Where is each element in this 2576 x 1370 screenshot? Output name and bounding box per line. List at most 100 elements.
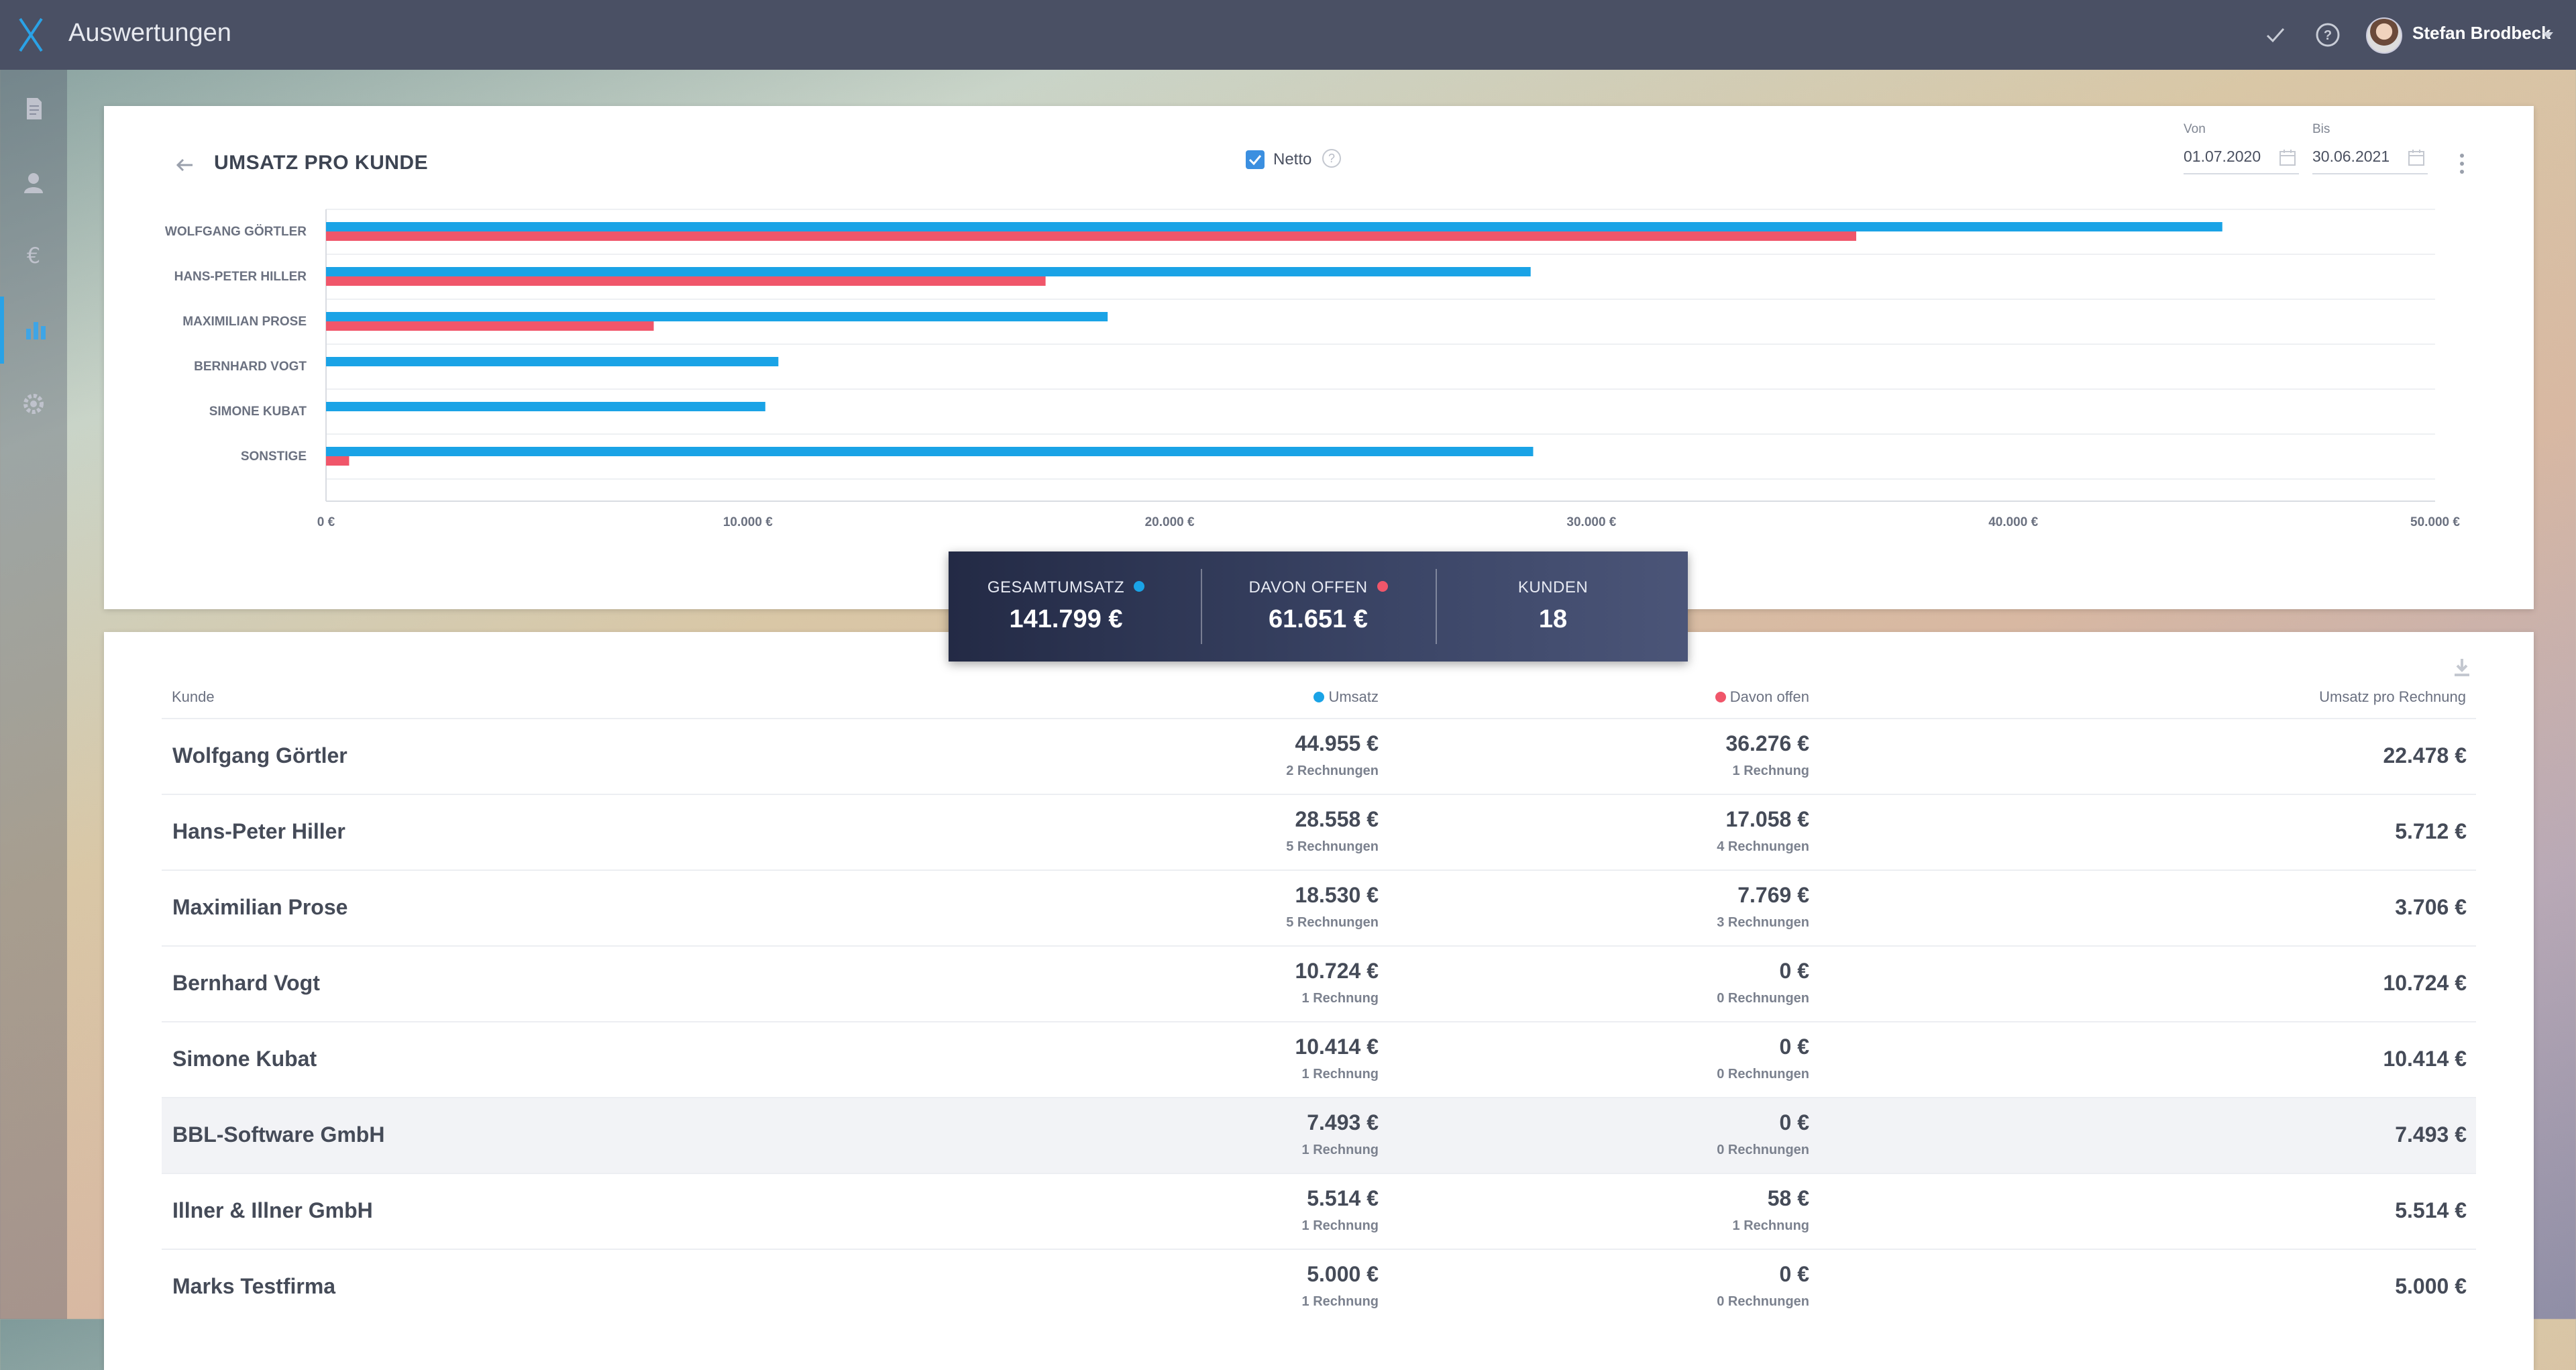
customer-name[interactable]: BBL-Software GmbH [172, 1122, 385, 1147]
divider [1201, 569, 1202, 644]
netto-checkbox[interactable] [1246, 150, 1265, 169]
offen-invoice-count: 0 Rechnungen [1717, 991, 1809, 1006]
divider [1436, 569, 1437, 644]
umsatz-invoice-count: 1 Rechnung [1301, 1143, 1379, 1157]
offen-invoice-count: 0 Rechnungen [1717, 1067, 1809, 1082]
category-label: HANS-PETER HILLER [174, 270, 307, 284]
customer-name[interactable]: Wolfgang Görtler [172, 743, 347, 768]
check-icon[interactable] [2261, 20, 2290, 50]
summary-value: 61.651 € [1269, 605, 1368, 633]
customer-name[interactable]: Marks Testfirma [172, 1274, 336, 1298]
chart-title: UMSATZ PRO KUNDE [214, 152, 429, 174]
x-tick-label: 30.000 € [1566, 515, 1616, 529]
table-row[interactable]: Maximilian Prose 18.530 € 5 Rechnungen 7.76… [162, 870, 2476, 946]
to-date-input[interactable]: 30.06.2021 [2312, 148, 2390, 165]
category-label: BERNHARD VOGT [194, 360, 307, 374]
bar-umsatz [326, 447, 1534, 456]
customer-name[interactable]: Maximilian Prose [172, 895, 348, 919]
sidebar-item-reports[interactable] [0, 297, 67, 364]
avatar[interactable] [2366, 17, 2402, 54]
table-row[interactable]: BBL-Software GmbH 7.493 € 1 Rechnung 0 € 0 R… [162, 1097, 2476, 1173]
app-logo-icon[interactable] [15, 15, 47, 55]
bar-umsatz [326, 222, 2222, 231]
back-arrow-icon[interactable] [171, 152, 198, 178]
offen-dot [1377, 581, 1388, 592]
bar-davon-offen [326, 321, 654, 331]
from-date-underline [2184, 173, 2299, 174]
header-umsatz[interactable]: Umsatz [1313, 688, 1379, 706]
sidebar-item-contacts[interactable] [0, 149, 67, 216]
umsatz-invoice-count: 1 Rechnung [1301, 1218, 1379, 1233]
offen-value: 0 € [1779, 1035, 1809, 1059]
summary-gesamtumsatz: GESAMTUMSATZ 141.799 € [949, 551, 1183, 662]
umsatz-pro-rechnung-value: 5.514 € [2395, 1198, 2467, 1222]
category-label: SIMONE KUBAT [209, 405, 307, 419]
customer-name[interactable]: Hans-Peter Hiller [172, 819, 345, 843]
summary-panel: GESAMTUMSATZ 141.799 € DAVON OFFEN 61.65… [949, 551, 1688, 662]
umsatz-invoice-count: 1 Rechnung [1301, 1294, 1379, 1309]
customer-name[interactable]: Bernhard Vogt [172, 971, 320, 995]
umsatz-pro-rechnung-value: 7.493 € [2395, 1122, 2467, 1147]
umsatz-value: 28.558 € [1295, 807, 1379, 831]
calendar-icon[interactable] [2277, 148, 2298, 168]
umsatz-invoice-count: 1 Rechnung [1301, 1067, 1379, 1082]
checkmark-icon [1248, 155, 1262, 166]
table-row[interactable]: Marks Testfirma 5.000 € 1 Rechnung 0 € 0 Rec… [162, 1249, 2476, 1325]
customer-name[interactable]: Illner & Illner GmbH [172, 1198, 373, 1222]
summary-label: DAVON OFFEN [1248, 578, 1368, 596]
umsatz-invoice-count: 2 Rechnungen [1286, 763, 1379, 778]
summary-value: 141.799 € [1009, 605, 1123, 633]
table-row[interactable]: Illner & Illner GmbH 5.514 € 1 Rechnung 58 … [162, 1173, 2476, 1249]
umsatz-invoice-count: 5 Rechnungen [1286, 839, 1379, 854]
gear-icon [23, 394, 44, 414]
sidebar-item-documents[interactable] [0, 75, 67, 142]
offen-invoice-count: 0 Rechnungen [1717, 1143, 1809, 1157]
table-row[interactable]: Hans-Peter Hiller 28.558 € 5 Rechnungen 17.… [162, 794, 2476, 870]
user-name[interactable]: Stefan Brodbeck [2412, 23, 2551, 43]
offen-value: 58 € [1767, 1186, 1809, 1210]
table-row[interactable]: Simone Kubat 10.414 € 1 Rechnung 0 € 0 Rechn… [162, 1021, 2476, 1098]
offen-value: 0 € [1779, 1110, 1809, 1135]
bar-umsatz [326, 402, 765, 411]
offen-dot [1715, 692, 1726, 702]
summary-value: 18 [1538, 605, 1568, 633]
header-offen-label: Davon offen [1729, 688, 1809, 705]
sidebar-item-finance[interactable]: € [0, 223, 67, 290]
sidebar: € [0, 70, 67, 1319]
offen-invoice-count: 3 Rechnungen [1717, 915, 1809, 930]
help-icon[interactable]: ? [2313, 20, 2343, 50]
table-row[interactable]: Wolfgang Görtler 44.955 € 2 Rechnungen 36.2… [162, 718, 2476, 794]
umsatz-dot [1134, 581, 1145, 592]
offen-value: 7.769 € [1737, 883, 1809, 907]
calendar-icon[interactable] [2406, 148, 2426, 168]
x-tick-label: 10.000 € [723, 515, 773, 529]
header-offen[interactable]: Davon offen [1715, 688, 1809, 706]
bar-chart-icon [26, 322, 46, 339]
header-kunde[interactable]: Kunde [172, 688, 215, 705]
more-options-icon[interactable] [2459, 150, 2465, 177]
header-umsatz-label: Umsatz [1328, 688, 1379, 705]
umsatz-value: 10.724 € [1295, 959, 1379, 983]
summary-label: KUNDEN [1517, 578, 1589, 596]
from-date-input[interactable]: 01.07.2020 [2184, 148, 2261, 165]
header-pro-rechnung[interactable]: Umsatz pro Rechnung [2319, 688, 2466, 705]
category-label: MAXIMILIAN PROSE [182, 315, 307, 329]
umsatz-value: 5.514 € [1307, 1186, 1379, 1210]
table-row[interactable]: Bernhard Vogt 10.724 € 1 Rechnung 0 € 0 Rech… [162, 945, 2476, 1022]
customer-name[interactable]: Simone Kubat [172, 1047, 317, 1071]
to-date-underline [2312, 173, 2428, 174]
umsatz-value: 44.955 € [1295, 731, 1379, 755]
netto-help-icon[interactable]: ? [1322, 149, 1341, 168]
bar-chart: WOLFGANG GÖRTLER HANS-PETER HILLER MAXIMIL… [165, 209, 2460, 529]
umsatz-pro-rechnung-value: 3.706 € [2395, 895, 2467, 919]
netto-label[interactable]: Netto [1273, 150, 1312, 168]
bar-davon-offen [326, 276, 1046, 286]
umsatz-pro-rechnung-value: 22.478 € [2383, 743, 2467, 768]
summary-label: GESAMTUMSATZ [987, 578, 1125, 596]
top-bar: Auswertungen ? Stefan Brodbeck [0, 0, 2576, 70]
download-icon[interactable] [2452, 656, 2472, 679]
sidebar-item-settings[interactable] [0, 370, 67, 437]
category-label: WOLFGANG GÖRTLER [165, 225, 307, 239]
umsatz-pro-rechnung-value: 5.000 € [2395, 1274, 2467, 1298]
chevron-down-icon[interactable] [2542, 32, 2553, 39]
